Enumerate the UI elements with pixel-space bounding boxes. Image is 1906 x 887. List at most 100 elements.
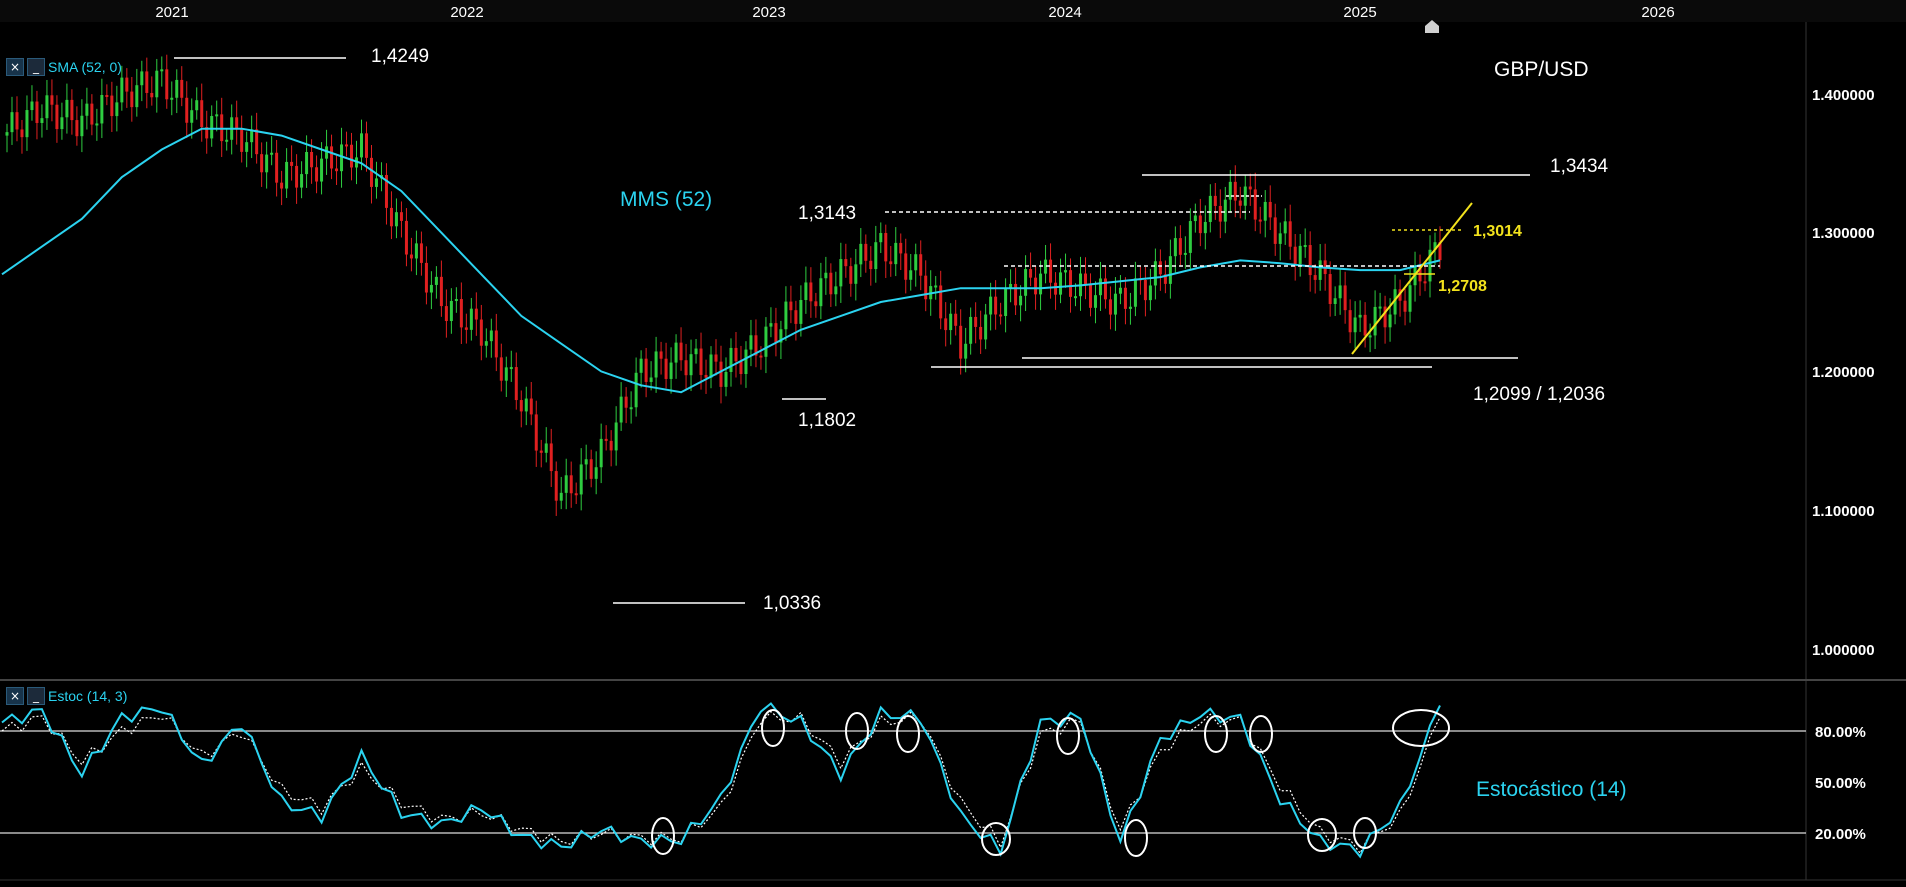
sma-minimize-button[interactable]: _	[27, 58, 45, 76]
candle-body	[549, 443, 553, 472]
candle-body	[799, 300, 803, 324]
candle-body	[1263, 201, 1267, 221]
candle-body	[1408, 285, 1412, 312]
candle-body	[914, 254, 918, 271]
candle-body	[589, 459, 593, 479]
candle-body	[629, 407, 633, 410]
candle-body	[1318, 260, 1322, 280]
candle-body	[724, 371, 728, 387]
candle-body	[1303, 245, 1307, 248]
candle-body	[255, 129, 259, 155]
candle-body	[1004, 287, 1008, 316]
candle-body	[205, 127, 209, 139]
candle-body	[1258, 219, 1262, 222]
price-axis: 1.400000 1.300000 1.200000 1.100000 1.00…	[1812, 87, 1875, 659]
candle-body	[1148, 285, 1152, 301]
candle-body	[849, 266, 853, 284]
candle-body	[80, 115, 84, 137]
candle-body	[624, 396, 628, 408]
annotation-lines	[174, 57, 1530, 604]
candle-body	[1069, 270, 1073, 297]
candle-body	[424, 262, 428, 293]
stoch-close-button[interactable]: ×	[6, 687, 24, 705]
candle-body	[25, 110, 29, 138]
candle-body	[509, 367, 513, 370]
candle-body	[215, 114, 219, 117]
signal-circle	[1353, 817, 1377, 849]
candle-body	[834, 286, 838, 295]
candle-body	[894, 242, 898, 265]
stoch-minimize-button[interactable]: _	[27, 687, 45, 705]
candle-body	[120, 77, 124, 103]
candle-body	[350, 144, 354, 168]
candle-body	[494, 330, 498, 358]
candle-body	[514, 367, 518, 401]
candle-body	[744, 349, 748, 375]
candle-body	[884, 233, 888, 262]
candle-body	[330, 146, 334, 169]
candle-body	[1163, 274, 1167, 284]
candle-body	[150, 92, 154, 98]
candle-body	[809, 282, 813, 302]
candle-body	[479, 319, 483, 346]
sma-indicator-label[interactable]: SMA (52, 0)	[48, 59, 122, 75]
signal-circle	[1392, 709, 1450, 747]
candle-body	[564, 475, 568, 493]
high-2024-label: 1,3434	[1550, 156, 1609, 177]
candle-body	[85, 103, 89, 116]
candle-body	[240, 128, 244, 152]
candle-body	[1333, 298, 1337, 304]
candle-body	[1283, 221, 1287, 234]
candle-body	[20, 129, 24, 138]
candle-body	[654, 351, 658, 378]
candle-body	[40, 118, 44, 123]
candle-body	[35, 101, 39, 123]
stoch-tick: 50.00%	[1815, 775, 1866, 792]
stoch-indicator-header: × _ Estoc (14, 3)	[6, 687, 127, 705]
candle-body	[1088, 283, 1092, 308]
candle-body	[989, 296, 993, 315]
candle-body	[1039, 273, 1043, 295]
candle-body	[904, 253, 908, 280]
level-12708-label: 1,2708	[1438, 278, 1487, 295]
candle-body	[974, 316, 978, 327]
x-tick-label: 2022	[450, 4, 483, 21]
x-tick-label: 2023	[752, 4, 785, 21]
candle-body	[105, 94, 109, 97]
signal-circle	[981, 822, 1011, 856]
candle-body	[170, 97, 174, 100]
candle-body	[335, 168, 339, 172]
signal-circle	[845, 712, 869, 750]
signal-circle	[1307, 818, 1337, 852]
candle-body	[1313, 275, 1317, 280]
candle-body	[1383, 306, 1387, 328]
candle-body	[1428, 249, 1432, 282]
candle-body	[474, 308, 478, 320]
candle-body	[469, 308, 473, 330]
candle-body	[824, 272, 828, 279]
candle-body	[45, 95, 49, 119]
candle-body	[1308, 245, 1312, 276]
candle-body	[325, 146, 329, 159]
signal-circle	[651, 817, 675, 855]
candle-body	[285, 161, 289, 189]
low-2023-label: 1,1802	[798, 410, 856, 431]
candle-body	[934, 285, 938, 288]
candle-body	[979, 326, 983, 340]
candle-body	[1044, 259, 1048, 274]
x-axis: 2021 2022 2023 2024 2025 2026	[0, 0, 1906, 33]
home-marker-icon[interactable]	[1425, 20, 1439, 33]
candle-body	[1298, 245, 1302, 264]
candle-body	[729, 347, 733, 372]
candle-body	[185, 97, 189, 123]
candle-body	[889, 261, 893, 265]
candle-body	[749, 335, 753, 350]
candle-body	[704, 374, 708, 378]
stoch-k-line	[1, 702, 1441, 859]
sma-close-button[interactable]: ×	[6, 58, 24, 76]
stoch-indicator-label[interactable]: Estoc (14, 3)	[48, 688, 128, 704]
candle-body	[1228, 181, 1232, 200]
candle-body	[859, 243, 863, 265]
candle-body	[190, 110, 194, 123]
